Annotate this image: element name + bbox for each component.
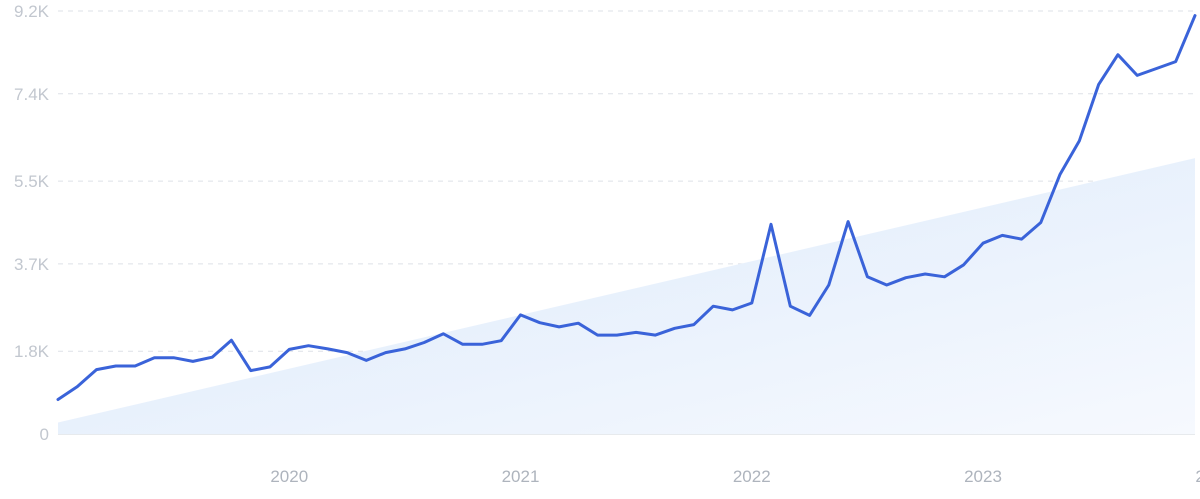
x-tick-label: 2021 [502,467,540,486]
y-tick-label: 0 [40,425,49,444]
y-tick-label: 9.2K [14,2,50,21]
y-axis-ticks: 0 1.8K 3.7K 5.5K 7.4K 9.2K [14,2,50,444]
y-tick-label: 1.8K [14,342,50,361]
series-line-layer [56,14,1197,401]
x-tick-label: 2023 [964,467,1002,486]
x-axis-ticks: 2020 2021 2022 2023 2024 [270,467,1200,486]
series-line [56,14,1197,401]
x-tick-label: 2022 [733,467,771,486]
trend-area [58,158,1195,434]
y-tick-label: 3.7K [14,255,50,274]
y-tick-label: 5.5K [14,172,50,191]
y-tick-label: 7.4K [14,85,50,104]
x-tick-label: 2024 [1195,467,1200,486]
x-tick-label: 2020 [270,467,308,486]
trend-area-layer [58,158,1195,434]
